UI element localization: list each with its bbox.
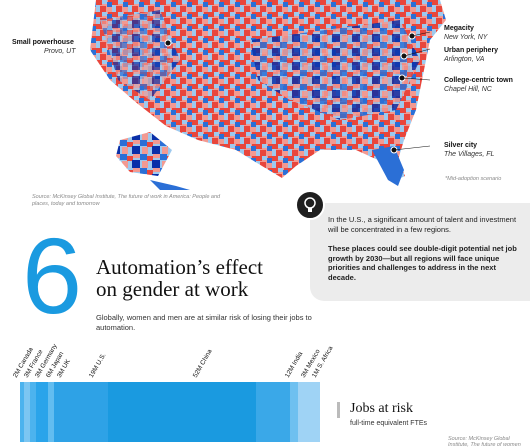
us-county-map [90,0,446,190]
bar-segment-mexico [290,382,298,442]
divider [337,402,340,418]
map-label-place: Provo, UT [44,48,76,55]
map-label-chapel-hill: College-centric town Chapel Hill, NC [444,76,513,94]
map-label-new-york: Megacity New York, NY [444,24,487,42]
map-label-place: New York, NY [444,34,488,41]
section-title-line2: on gender at work [96,277,249,301]
bar-segment-canada [20,382,24,442]
map-note: *Mid-adoption scenario [445,176,502,182]
section-number: 6 [22,215,83,336]
map-label-arlington: Urban periphery Arlington, VA [444,46,498,64]
jobs-at-risk-title: Jobs at risk [350,401,413,416]
section-title: Automation’s effect on gender at work [96,256,263,300]
map-label-title: Silver city [444,142,478,149]
bar-segment-south-africa [298,382,320,442]
map-label-title: Urban periphery [444,47,499,54]
bar-segment-us [54,382,108,442]
callout-text-1: In the U.S., a significant amount of tal… [328,215,517,234]
map-label-place: Arlington, VA [444,56,485,63]
map-label-place: The Villages, FL [444,151,495,158]
section-title-line1: Automation’s effect [96,255,263,279]
bar-segment-india [256,382,290,442]
map-label-title: Megacity [444,25,474,32]
jobs-at-risk-source: Source: McKinsey Global Institute, The f… [448,436,521,448]
jobs-at-risk-subtitle: full-time equivalent FTEs [350,420,428,427]
map-source: Source: McKinsey Global Institute, The f… [32,194,221,207]
country-label-us: 19M U.S. [87,352,108,379]
map-label-the-villages: Silver city The Villages, FL [444,141,494,159]
bar-segment-germany [30,382,36,442]
map-label-title: Small powerhouse [12,39,74,46]
bar-segment-japan [36,382,48,442]
callout-box: In the U.S., a significant amount of tal… [310,203,530,301]
lightbulb-icon [295,190,325,220]
section-subtitle: Globally, women and men are at similar r… [96,313,312,332]
bar-segment-china [108,382,256,442]
country-label-china: 52M China [191,348,214,379]
bar-segment-france [24,382,30,442]
map-label-title: College-centric town [444,77,513,84]
map-label-provo: Small powerhouse Provo, UT [12,38,76,56]
jobs-bar [20,382,320,442]
bar-segment-uk [48,382,54,442]
callout-text-2: These places could see double-digit pote… [328,244,517,282]
map-label-place: Chapel Hill, NC [444,86,492,93]
